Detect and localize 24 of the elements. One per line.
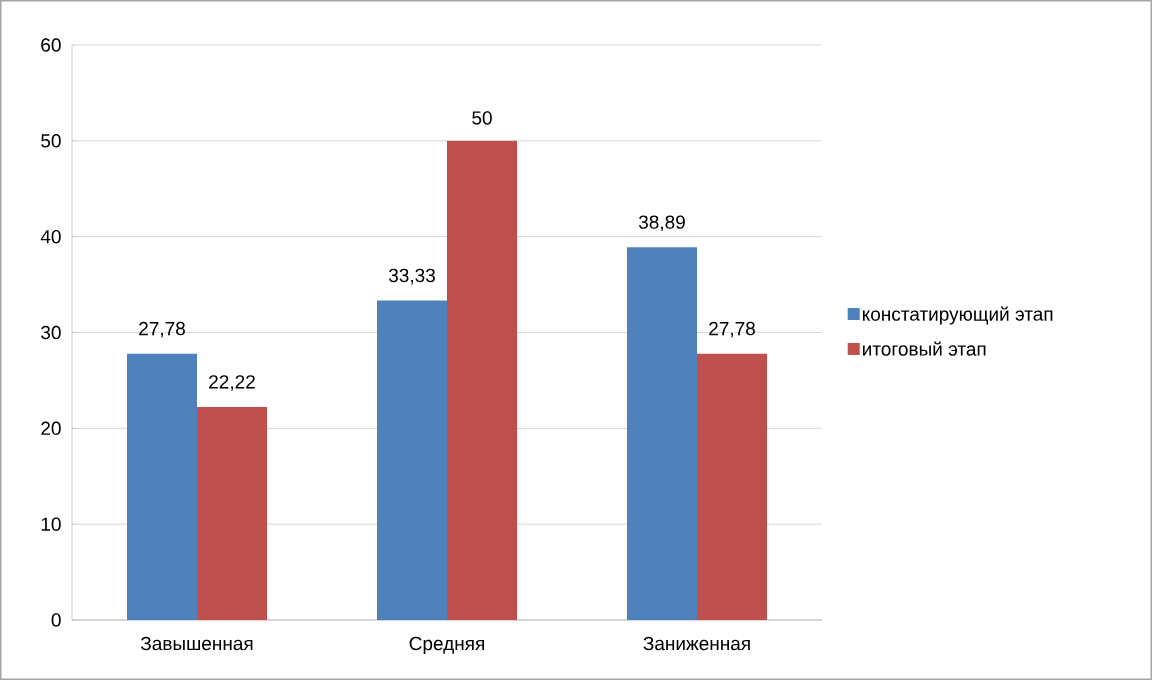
bar	[197, 407, 268, 620]
y-tick-label: 60	[41, 38, 61, 52]
bar	[127, 353, 198, 620]
bar	[447, 140, 518, 620]
y-tick-label: 40	[40, 229, 61, 244]
y-tick-label: 30	[41, 325, 61, 340]
y-tick-label: 0	[51, 613, 61, 627]
y-tick-label: 50	[41, 134, 61, 148]
x-tick-label: Заниженная	[643, 636, 750, 651]
y-tick-label: 10	[41, 517, 61, 531]
data-label: 27,78	[709, 321, 755, 338]
data-label: 38,89	[638, 215, 685, 232]
data-label: 27,78	[139, 321, 185, 338]
data-label: 50	[472, 111, 492, 125]
data-label: 33,33	[388, 268, 435, 285]
x-tick-label: Средняя	[409, 636, 484, 654]
y-tick-label: 20	[41, 421, 61, 436]
data-label: 22,22	[209, 375, 255, 391]
bar	[697, 353, 767, 620]
x-tick-label: Завышенная	[140, 636, 253, 651]
bar	[627, 247, 697, 620]
legend-label: итоговый этап	[863, 341, 986, 356]
legend-label: констатирующий этап	[862, 306, 1053, 325]
bar	[377, 300, 448, 620]
